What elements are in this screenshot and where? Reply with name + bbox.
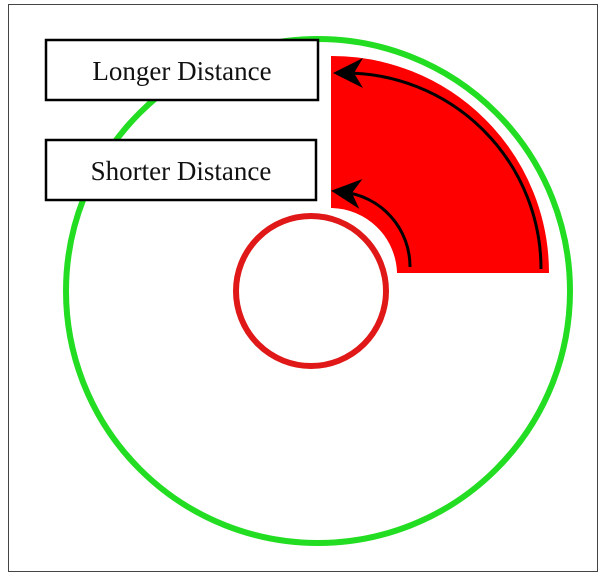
shorter-arc-arrow [331, 179, 412, 268]
shorter-distance-text: Shorter Distance [91, 156, 272, 186]
inner-ring [233, 213, 389, 369]
longer-distance-text: Longer Distance [92, 56, 271, 86]
longer-distance-box [44, 38, 320, 102]
shorter-distance-label: Shorter Distance [44, 138, 318, 202]
outer-ring [63, 36, 573, 546]
longer-distance-label: Longer Distance [44, 38, 320, 102]
shorter-distance-box [44, 138, 318, 202]
longer-arc-arrow [333, 58, 543, 270]
distance-sector [331, 55, 550, 273]
